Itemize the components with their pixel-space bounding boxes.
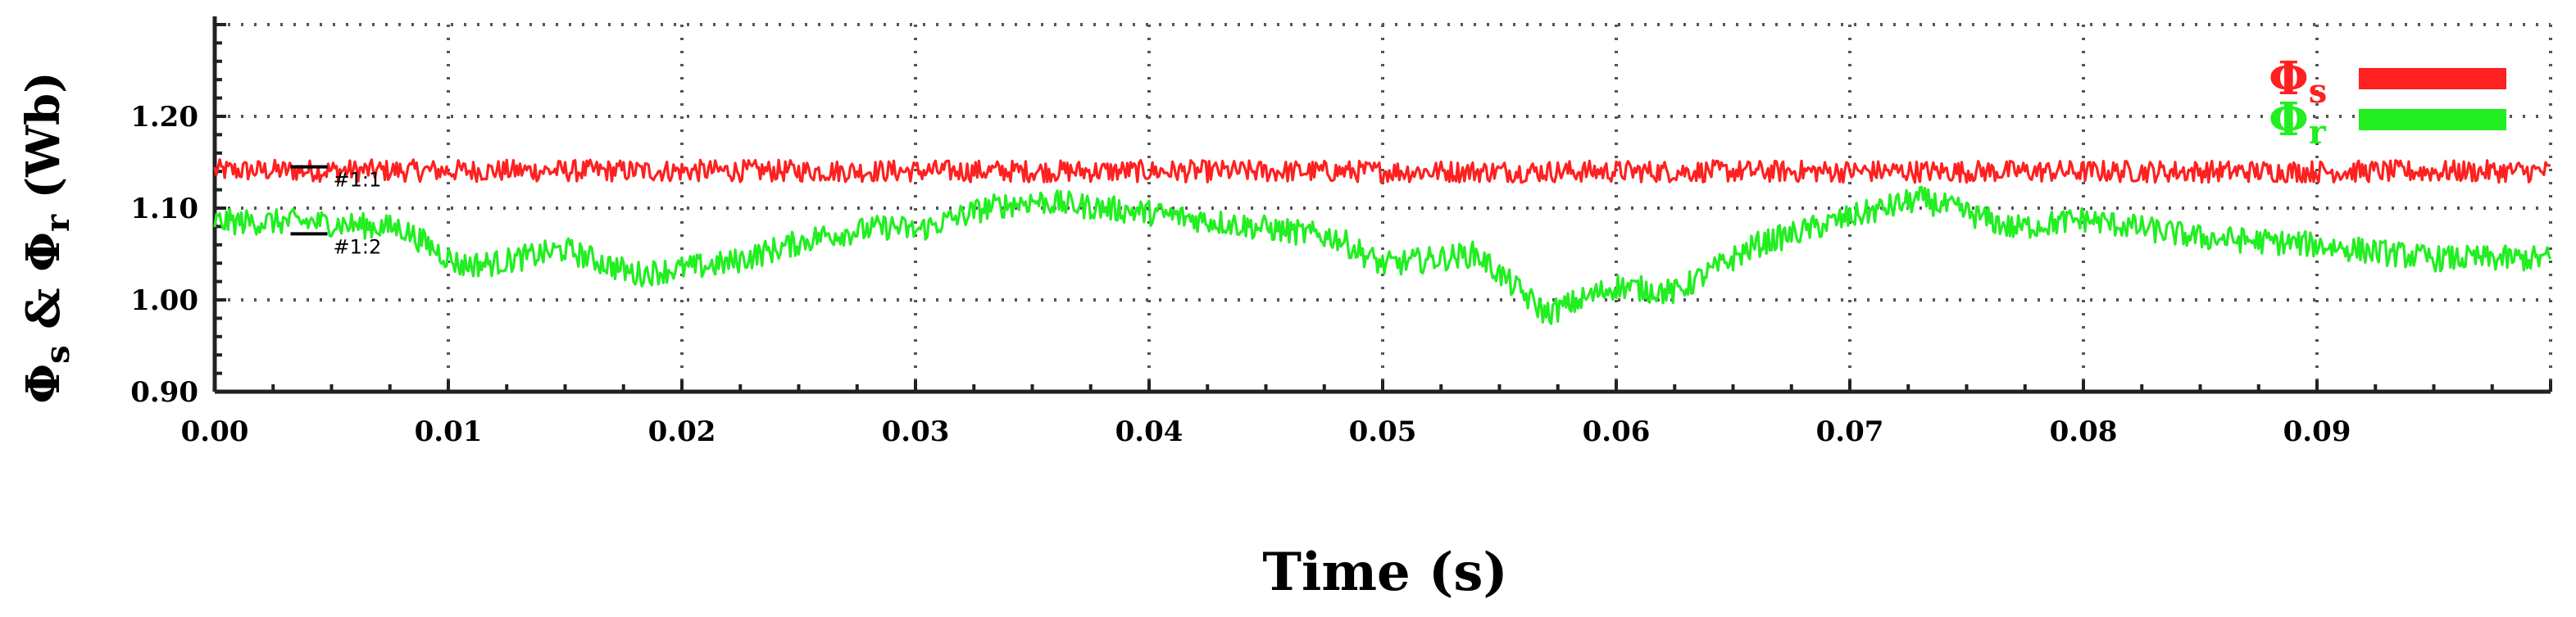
annotations: #1:1 #1:2: [290, 165, 382, 258]
legend-swatch-r: [2359, 109, 2506, 130]
axes: [212, 16, 2551, 394]
y-tick-label-1: 1.00: [130, 284, 198, 317]
y-tick-label-2: 1.10: [130, 193, 198, 225]
x-tick-label-4: 0.04: [1115, 415, 1184, 448]
annotation-label-1: #1:1: [334, 169, 382, 192]
x-tick-label-9: 0.09: [2283, 415, 2351, 448]
y-tick-label-3: 1.20: [130, 101, 198, 134]
y-axis-title: Φs & Φr (Wb): [16, 71, 77, 403]
legend-swatch-s: [2359, 68, 2506, 89]
series-group: [213, 158, 2552, 325]
x-tick-label-3: 0.03: [882, 415, 950, 448]
x-tick-label-6: 0.06: [1583, 415, 1651, 448]
series-line-s: [213, 158, 2551, 184]
legend-label-s: Φs: [2269, 52, 2327, 111]
x-axis-title: Time (s): [1262, 542, 1507, 603]
series-line-r: [213, 185, 2552, 325]
x-tick-label-8: 0.08: [2050, 415, 2118, 448]
x-tick-label-0: 0.00: [181, 415, 249, 448]
x-tick-label-7: 0.07: [1816, 415, 1884, 448]
annotation-label-2: #1:2: [334, 235, 382, 258]
tick-labels: 0.00 0.01 0.02 0.03 0.04 0.05 0.06 0.07 0.08 0.09…: [130, 101, 2351, 448]
x-tick-label-5: 0.05: [1349, 415, 1417, 448]
x-tick-label-2: 0.02: [648, 415, 716, 448]
legend-label-r: Φr: [2269, 93, 2327, 152]
x-tick-label-1: 0.01: [415, 415, 483, 448]
grid-lines: [215, 23, 2552, 392]
y-tick-label-0: 0.90: [130, 376, 198, 409]
